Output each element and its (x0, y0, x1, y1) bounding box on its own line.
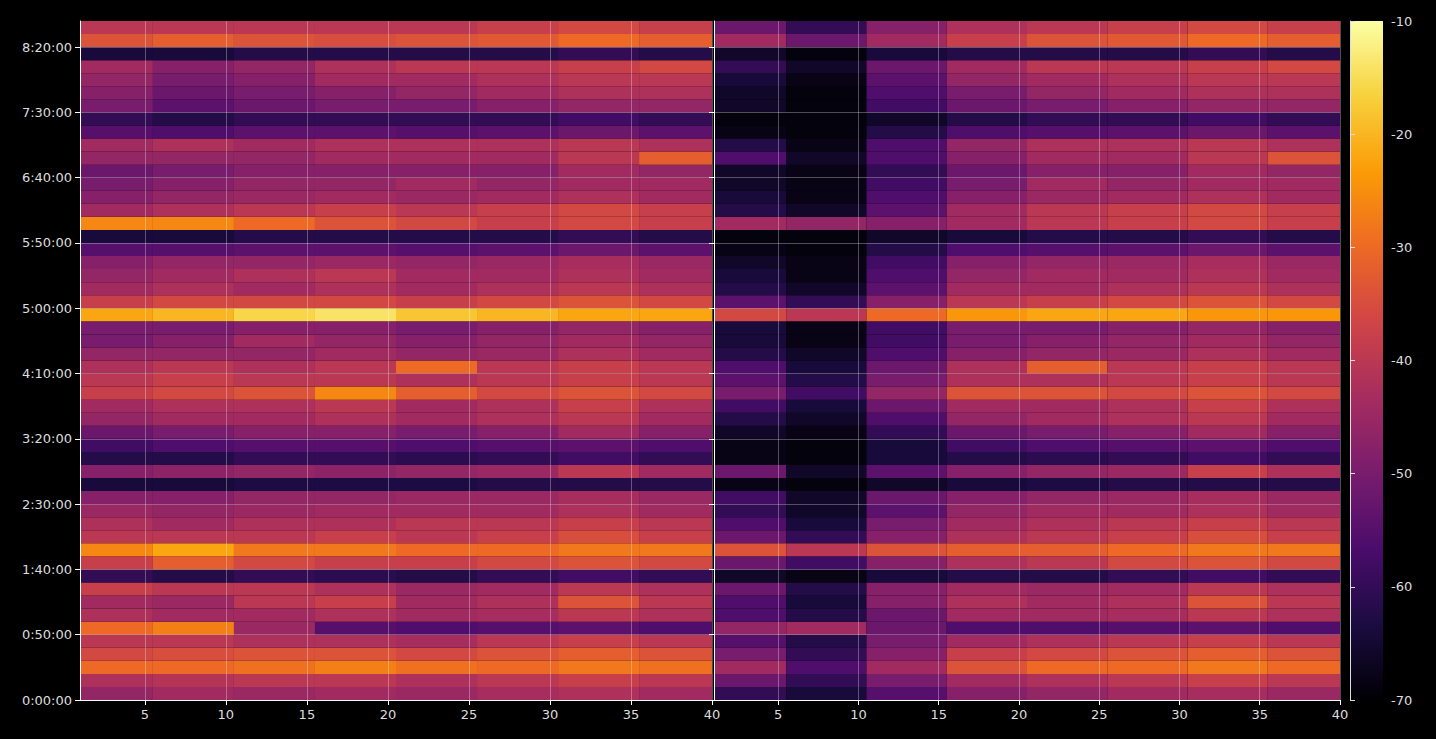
svg-text:5:00:00: 5:00:00 (22, 301, 72, 316)
svg-text:-30: -30 (1391, 240, 1412, 255)
svg-text:35: 35 (1251, 707, 1268, 722)
svg-text:1:40:00: 1:40:00 (22, 562, 72, 577)
svg-text:3:20:00: 3:20:00 (22, 431, 72, 446)
svg-text:15: 15 (299, 707, 316, 722)
svg-text:7:30:00: 7:30:00 (22, 105, 72, 120)
svg-text:-70: -70 (1391, 693, 1412, 708)
svg-text:20: 20 (1011, 707, 1028, 722)
svg-text:0:00:00: 0:00:00 (22, 693, 72, 708)
svg-text:8:20:00: 8:20:00 (22, 40, 72, 55)
svg-text:-40: -40 (1391, 353, 1412, 368)
svg-text:30: 30 (542, 707, 559, 722)
svg-text:30: 30 (1171, 707, 1188, 722)
svg-text:5: 5 (774, 707, 782, 722)
svg-text:40: 40 (704, 707, 721, 722)
svg-text:15: 15 (930, 707, 947, 722)
svg-text:20: 20 (380, 707, 397, 722)
svg-text:4:10:00: 4:10:00 (22, 366, 72, 381)
svg-text:6:40:00: 6:40:00 (22, 170, 72, 185)
svg-text:35: 35 (623, 707, 640, 722)
svg-text:10: 10 (218, 707, 235, 722)
svg-text:0:50:00: 0:50:00 (22, 627, 72, 642)
svg-text:25: 25 (1091, 707, 1108, 722)
svg-text:2:30:00: 2:30:00 (22, 497, 72, 512)
svg-text:-10: -10 (1391, 14, 1412, 29)
svg-text:-60: -60 (1391, 579, 1412, 594)
svg-text:-20: -20 (1391, 127, 1412, 142)
svg-text:-50: -50 (1391, 466, 1412, 481)
svg-text:25: 25 (461, 707, 478, 722)
svg-text:5: 5 (141, 707, 149, 722)
svg-text:5:50:00: 5:50:00 (22, 235, 72, 250)
svg-text:10: 10 (850, 707, 867, 722)
svg-text:40: 40 (1332, 707, 1349, 722)
